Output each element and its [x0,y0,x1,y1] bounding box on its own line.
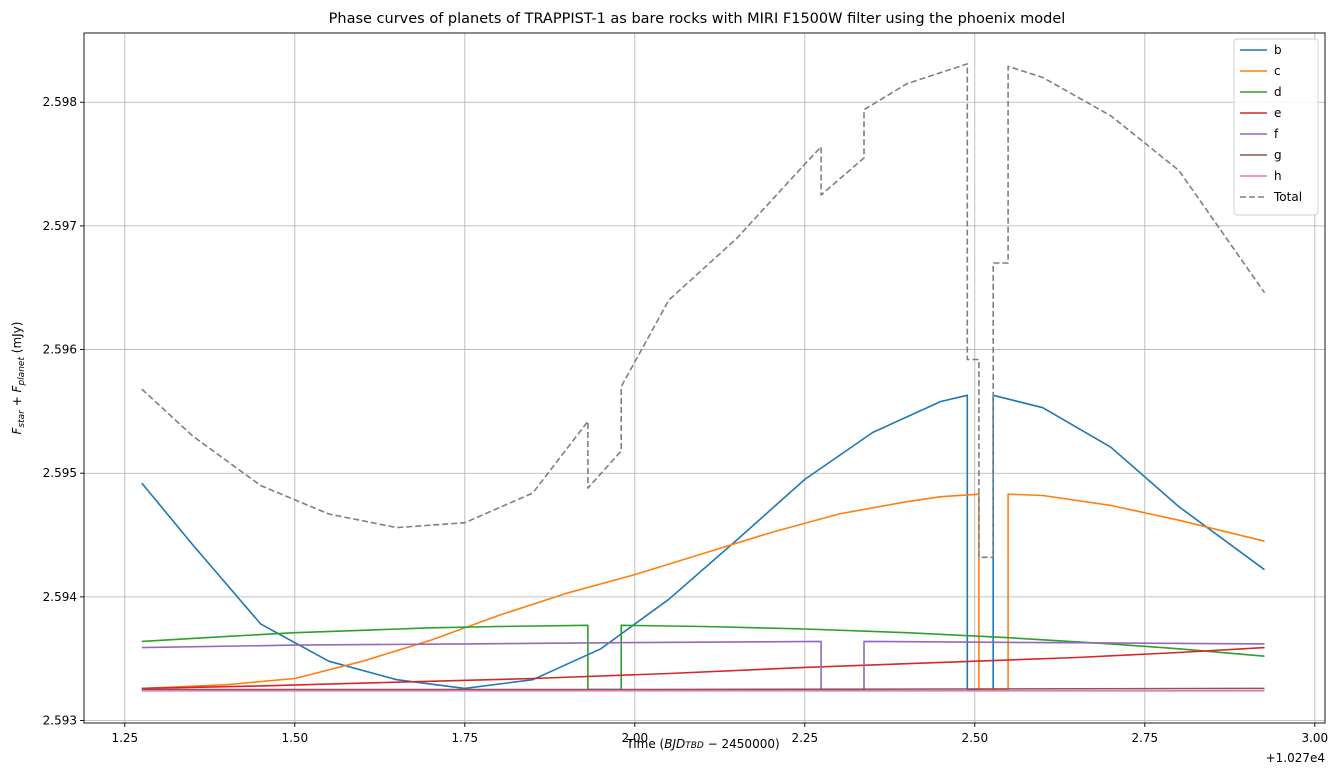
x-tick-label: 2.00 [621,731,648,745]
y-axis-ticks: 2.593 2.594 2.595 2.596 2.597 2.598 [43,95,84,728]
x-offset-label: +1.027e4 [1266,751,1325,765]
x-tick-label: 2.25 [791,731,818,745]
series-line-g [141,687,1265,691]
series-line-total [141,63,1266,559]
chart-title: Phase curves of planets of TRAPPIST-1 as… [329,11,1066,27]
x-label-symbol: BJD [664,737,685,751]
x-tick-label: 2.75 [1131,731,1158,745]
y-tick-label: 2.596 [43,343,77,357]
series-line-b [141,394,1265,691]
x-label-subscript: TBD [685,741,704,751]
series-line-c [141,493,1265,691]
y-label-flux-star: F [10,426,24,434]
x-tick-label: 3.00 [1301,731,1328,745]
legend-label: b [1274,43,1282,57]
series-line-d [141,624,1265,691]
x-label-main: Time ( [625,737,664,751]
y-label-sub-planet: planet [17,357,27,387]
y-tick-label: 2.594 [43,590,77,604]
y-tick-label: 2.597 [43,219,77,233]
y-label-unit: (mJy) [10,322,24,358]
y-tick-label: 2.595 [43,466,77,480]
x-tick-label: 1.50 [281,731,308,745]
plot-frame [83,32,1326,724]
x-tick-label: 1.75 [451,731,478,745]
x-tick-label: 1.25 [111,731,138,745]
legend-label: d [1274,85,1282,99]
x-axis-label: Time (BJDTBD − 2450000) [625,737,779,751]
legend-box [1233,38,1319,216]
legend-label: e [1274,106,1281,120]
y-tick-label: 2.598 [43,95,77,109]
legend-label: h [1274,169,1282,183]
y-tick-label: 2.593 [43,714,77,728]
series-line-e [141,646,1265,690]
y-label-flux-planet: F [10,384,24,392]
series-lines [141,63,1266,692]
y-label-plus: + [10,392,24,410]
x-label-tail: − 2450000) [704,737,780,751]
legend-label: c [1274,64,1281,78]
series-line-f [141,640,1265,691]
x-tick-label: 2.50 [961,731,988,745]
y-axis-label: Fstar + Fplanet (mJy) [10,322,27,435]
legend-label: f [1274,127,1279,141]
x-axis-ticks: 1.25 1.50 1.75 2.00 2.25 2.50 2.75 3.00 [111,723,1328,745]
grid-lines [84,33,1325,723]
y-label-sub-star: star [17,409,27,428]
legend-label: Total [1273,190,1302,204]
legend-label: g [1274,148,1282,162]
